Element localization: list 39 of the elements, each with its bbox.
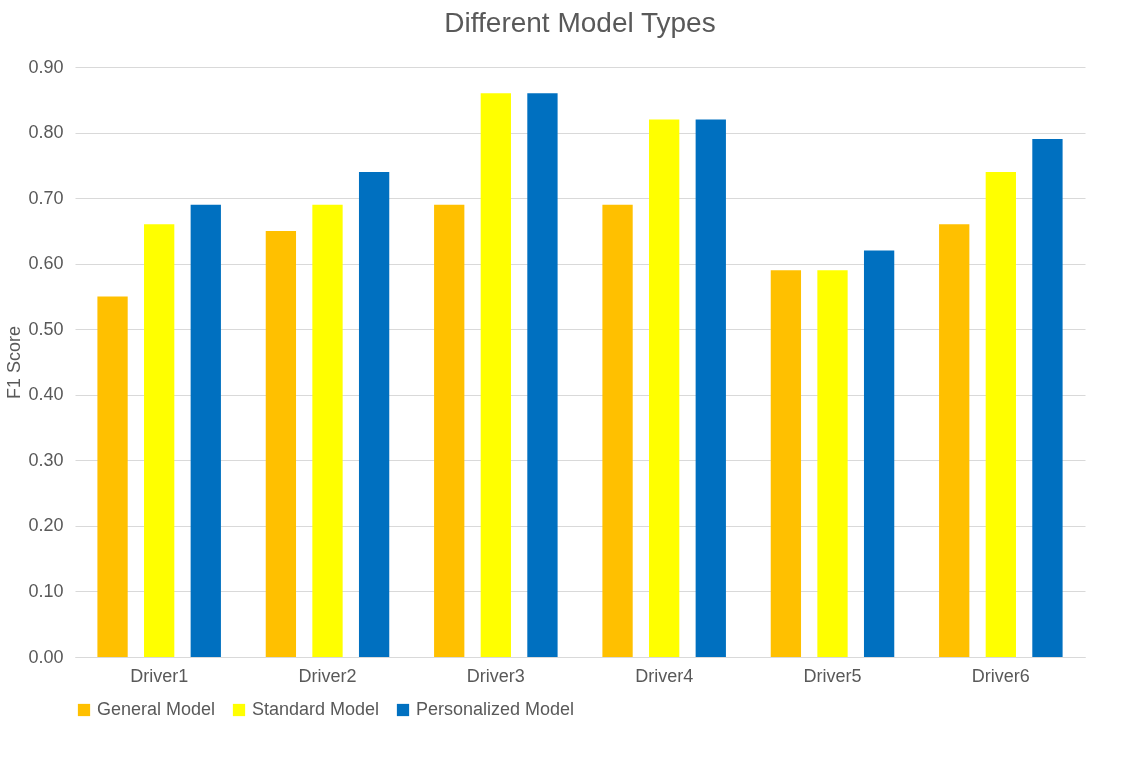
x-tick-label: Driver3	[466, 665, 525, 686]
y-tick-label: 0.10	[28, 580, 64, 601]
bar	[939, 224, 970, 657]
bar	[434, 204, 465, 657]
y-tick-label: 0.30	[28, 449, 64, 470]
y-axis-title: F1 Score	[4, 325, 25, 400]
legend-label: General Model	[97, 699, 216, 719]
chart-title: Different Model Types	[444, 7, 716, 38]
bar	[358, 171, 390, 657]
x-tick-label: Driver6	[971, 665, 1030, 686]
bar	[312, 204, 343, 657]
legend-label: Standard Model	[252, 699, 380, 719]
y-tick-label: 0.60	[28, 253, 64, 274]
bar	[480, 93, 511, 657]
legend-label: Personalized Model	[416, 699, 575, 719]
y-tick-label: 0.50	[28, 318, 64, 339]
bar	[817, 270, 848, 657]
y-tick-label: 0.20	[28, 515, 64, 536]
y-tick-label: 0.80	[28, 122, 64, 143]
bar	[602, 204, 633, 657]
bar	[97, 296, 128, 657]
y-tick-label: 0.70	[28, 187, 64, 208]
bar	[695, 119, 726, 657]
x-tick-label: Driver5	[803, 665, 862, 686]
bar	[527, 93, 558, 657]
y-tick-label: 0.00	[28, 646, 64, 667]
bar	[985, 171, 1016, 657]
x-tick-label: Driver1	[130, 665, 189, 686]
bar	[649, 119, 680, 657]
bar	[1032, 139, 1063, 657]
bar	[265, 230, 297, 657]
x-tick-label: Driver4	[635, 665, 694, 686]
x-tick-label: Driver2	[298, 665, 357, 686]
bar	[770, 270, 802, 657]
bar	[144, 224, 175, 657]
y-tick-label: 0.90	[28, 56, 64, 77]
bar	[190, 204, 221, 657]
y-tick-label: 0.40	[28, 384, 64, 405]
bar	[863, 250, 895, 657]
